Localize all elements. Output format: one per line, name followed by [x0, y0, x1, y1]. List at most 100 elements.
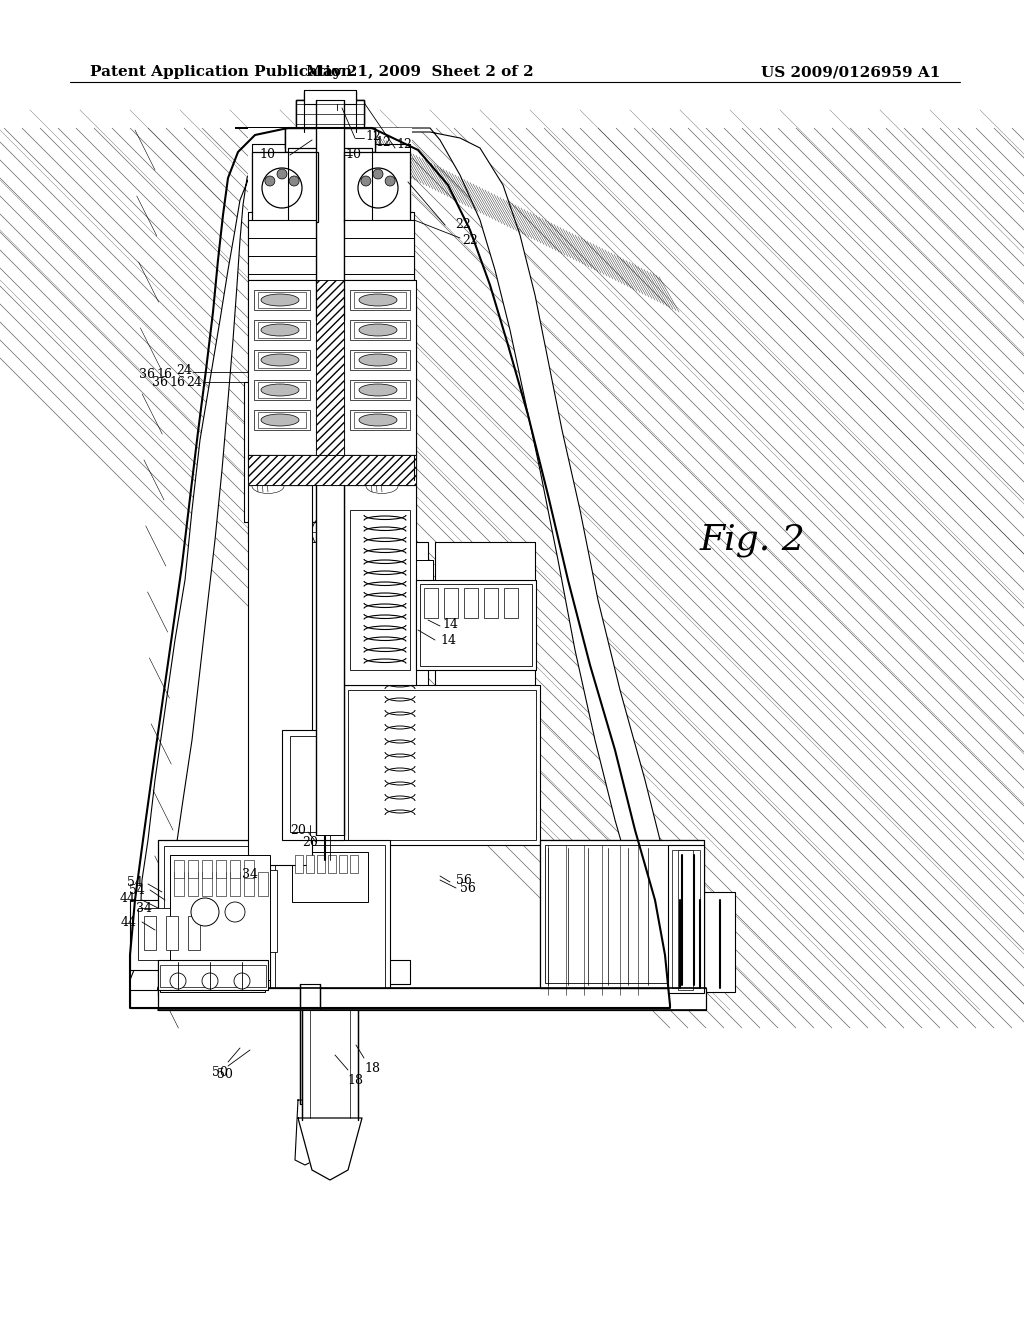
Circle shape — [234, 973, 250, 989]
Bar — [348, 302, 416, 381]
Bar — [316, 280, 344, 455]
Ellipse shape — [252, 430, 284, 446]
Bar — [188, 916, 200, 950]
Bar — [668, 845, 705, 993]
Bar — [362, 162, 408, 201]
Text: 22: 22 — [462, 234, 478, 247]
Bar — [348, 302, 416, 381]
Bar — [254, 290, 310, 310]
Circle shape — [385, 176, 395, 186]
Bar — [464, 587, 478, 618]
Bar — [244, 381, 312, 521]
Bar — [310, 114, 350, 129]
Ellipse shape — [252, 479, 284, 494]
Bar — [344, 220, 414, 280]
Bar — [285, 543, 330, 742]
Ellipse shape — [256, 310, 272, 318]
Bar — [344, 280, 416, 455]
Bar — [316, 100, 344, 319]
Bar — [255, 359, 279, 371]
Text: 16: 16 — [156, 368, 172, 381]
Ellipse shape — [256, 345, 272, 352]
Text: 56: 56 — [460, 882, 476, 895]
Bar — [295, 855, 303, 873]
Bar — [138, 908, 216, 960]
Bar — [350, 290, 410, 310]
Ellipse shape — [364, 310, 380, 318]
Ellipse shape — [359, 294, 397, 306]
Bar — [188, 861, 198, 878]
Circle shape — [371, 566, 399, 594]
Bar — [306, 855, 314, 873]
Text: 44: 44 — [121, 916, 137, 928]
Circle shape — [365, 165, 375, 176]
Bar — [444, 587, 458, 618]
Ellipse shape — [261, 384, 299, 396]
Text: 10: 10 — [345, 149, 361, 161]
Bar — [170, 855, 270, 979]
Ellipse shape — [359, 354, 397, 366]
Bar — [250, 960, 410, 983]
Bar — [665, 892, 735, 993]
Text: 24: 24 — [186, 375, 202, 388]
Bar — [545, 845, 699, 983]
Bar — [166, 916, 178, 950]
Bar — [354, 381, 406, 399]
Bar — [248, 484, 312, 865]
Bar — [348, 213, 414, 302]
Bar — [252, 152, 318, 222]
Bar — [348, 213, 414, 302]
Bar — [350, 855, 358, 873]
Bar — [285, 543, 330, 742]
Circle shape — [377, 160, 387, 170]
Bar — [358, 308, 382, 319]
Circle shape — [225, 902, 245, 921]
Bar — [344, 220, 414, 280]
Bar — [165, 862, 285, 960]
Bar — [350, 319, 410, 341]
Text: 36: 36 — [139, 368, 155, 381]
Bar — [244, 381, 312, 521]
Bar — [305, 543, 325, 742]
Bar — [244, 861, 254, 878]
Bar — [160, 965, 266, 987]
Bar — [158, 960, 268, 990]
Bar — [248, 220, 316, 280]
Bar — [312, 302, 348, 381]
Bar — [174, 873, 184, 896]
Bar — [255, 325, 279, 337]
Circle shape — [265, 176, 274, 186]
Bar — [254, 319, 310, 341]
Circle shape — [389, 165, 399, 176]
Bar — [352, 144, 410, 213]
Bar — [248, 521, 412, 543]
Bar — [170, 855, 270, 979]
Bar — [188, 873, 198, 896]
Bar — [350, 510, 410, 671]
Text: 34: 34 — [136, 902, 152, 915]
Text: 56: 56 — [456, 874, 472, 887]
Bar — [216, 873, 226, 896]
Circle shape — [278, 169, 287, 180]
Ellipse shape — [261, 354, 299, 366]
Text: 50: 50 — [212, 1065, 228, 1078]
Bar — [282, 730, 344, 840]
Bar — [312, 213, 348, 302]
Bar — [258, 873, 268, 896]
Bar — [296, 100, 364, 124]
Bar — [355, 565, 385, 593]
Bar — [540, 840, 660, 1001]
Bar — [258, 322, 306, 338]
Ellipse shape — [366, 479, 398, 494]
Bar — [304, 92, 356, 104]
Polygon shape — [130, 128, 670, 1008]
Circle shape — [170, 973, 186, 989]
Bar — [248, 455, 416, 484]
Text: 20: 20 — [302, 836, 317, 849]
Bar — [484, 587, 498, 618]
Bar — [344, 484, 416, 685]
Bar — [304, 90, 356, 104]
Text: 36: 36 — [152, 375, 168, 388]
Bar — [420, 583, 532, 667]
Bar — [350, 350, 410, 370]
